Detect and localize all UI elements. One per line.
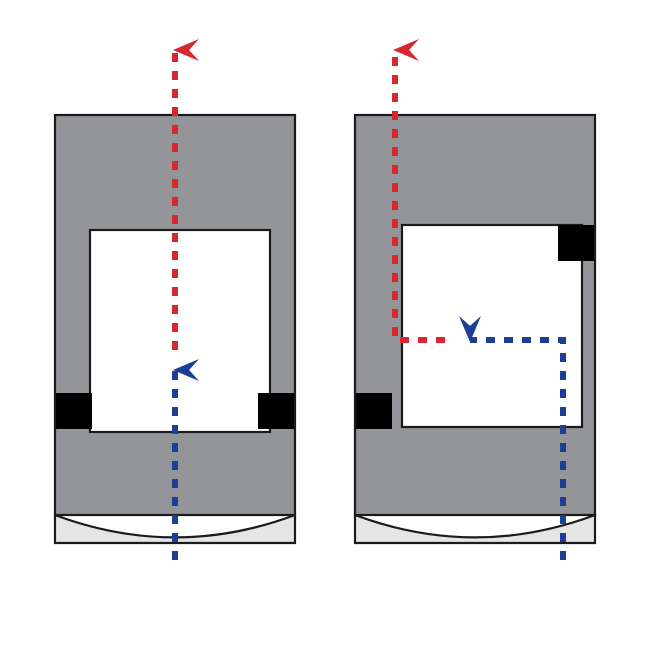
- device-window: [90, 230, 270, 432]
- airflow-diagram: [0, 0, 650, 650]
- device-base: [355, 515, 595, 543]
- device-window: [402, 225, 582, 427]
- sensor-block: [258, 393, 294, 429]
- sensor-block: [356, 393, 392, 429]
- sensor-block: [558, 225, 594, 261]
- device-right: [355, 115, 595, 543]
- sensor-block: [56, 393, 92, 429]
